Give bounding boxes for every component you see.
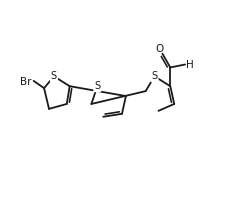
Text: S: S [51, 71, 57, 81]
Text: H: H [186, 60, 194, 70]
Text: S: S [151, 71, 158, 81]
Text: O: O [155, 44, 164, 54]
Text: S: S [94, 81, 100, 91]
Text: Br: Br [20, 77, 31, 87]
